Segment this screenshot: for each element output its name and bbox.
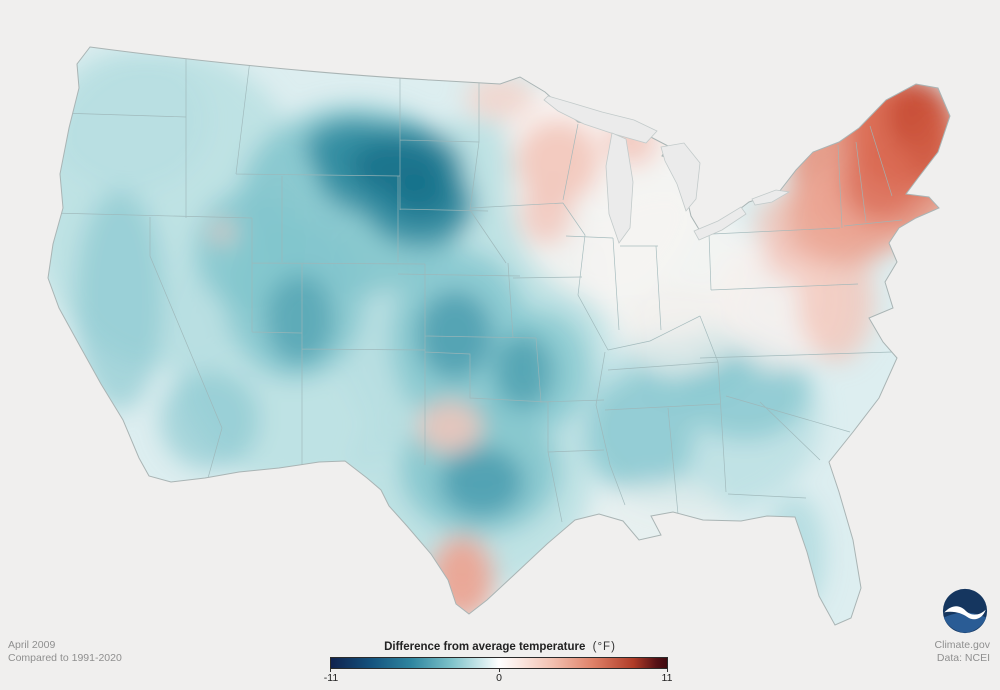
colorbar-tick-max	[667, 669, 668, 672]
state-borders	[51, 52, 903, 523]
data-source-label: Data: NCEI	[936, 652, 990, 664]
colorbar-tick-zero	[499, 669, 500, 672]
map-caption-left: April 2009 Compared to 1991-2020	[8, 639, 122, 665]
great-lakes	[543, 95, 791, 244]
temperature-colorbar	[330, 657, 668, 669]
noaa-logo-icon	[942, 588, 988, 634]
us-outline	[47, 46, 951, 626]
colorbar-tick-min	[330, 669, 331, 672]
lake-michigan	[605, 132, 634, 244]
map-date: April 2009	[8, 639, 56, 651]
map-caption-right: Climate.gov Data: NCEI	[935, 639, 990, 665]
source-label: Climate.gov	[934, 639, 990, 651]
legend-title: Difference from average temperature (°F)	[0, 641, 1000, 653]
lake-huron	[660, 142, 701, 212]
lake-erie	[693, 206, 747, 241]
colorbar-label-min: -11	[323, 672, 339, 684]
lake-ontario	[751, 189, 791, 206]
lake-superior	[543, 95, 658, 144]
legend-title-text: Difference from average temperature	[384, 641, 586, 653]
colorbar-label-zero: 0	[496, 672, 502, 684]
legend-unit: (°F)	[592, 641, 616, 653]
map-baseline: Compared to 1991-2020	[8, 652, 122, 664]
colorbar-label-max: 11	[661, 672, 673, 684]
